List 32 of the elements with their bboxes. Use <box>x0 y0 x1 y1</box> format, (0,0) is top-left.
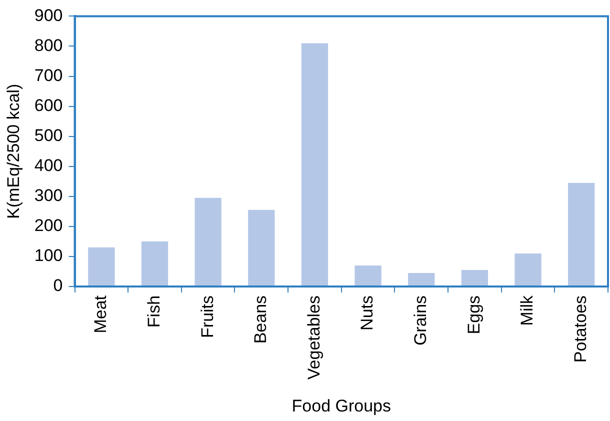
y-tick-label: 200 <box>34 216 63 236</box>
bar <box>568 182 595 286</box>
y-tick-label: 800 <box>34 36 63 55</box>
y-tick-label: 600 <box>34 96 63 115</box>
bar <box>514 253 542 286</box>
y-tick-label: 400 <box>34 156 63 176</box>
x-tick-label: Fish <box>144 295 164 328</box>
y-tick-label: 900 <box>34 6 63 25</box>
x-tick-label: Beans <box>251 295 270 344</box>
x-axis-title: Food Groups <box>292 396 391 416</box>
x-tick-label: Potatoes <box>571 295 590 363</box>
y-tick-label: 700 <box>34 66 63 85</box>
bar <box>141 241 168 286</box>
y-tick-label: 100 <box>34 246 63 266</box>
x-tick-label: Grains <box>411 295 430 346</box>
bar <box>194 198 222 286</box>
bar <box>301 43 328 286</box>
bar <box>461 270 488 286</box>
bar <box>354 265 382 286</box>
bar <box>248 210 275 286</box>
bar <box>408 272 435 286</box>
y-tick-label: 500 <box>34 126 63 146</box>
x-tick-label: Eggs <box>464 295 484 334</box>
x-tick-label: Meat <box>91 295 110 334</box>
y-axis-title: K(mEq/2500 kcal) <box>4 84 23 219</box>
y-tick-label: 300 <box>34 186 63 206</box>
x-tick-label: Fruits <box>198 295 217 338</box>
bar <box>88 247 115 286</box>
x-tick-label: Vegetables <box>304 295 324 380</box>
y-tick-label: 0 <box>53 276 63 296</box>
x-tick-label: Milk <box>518 294 537 326</box>
x-tick-label: Nuts <box>358 295 377 330</box>
